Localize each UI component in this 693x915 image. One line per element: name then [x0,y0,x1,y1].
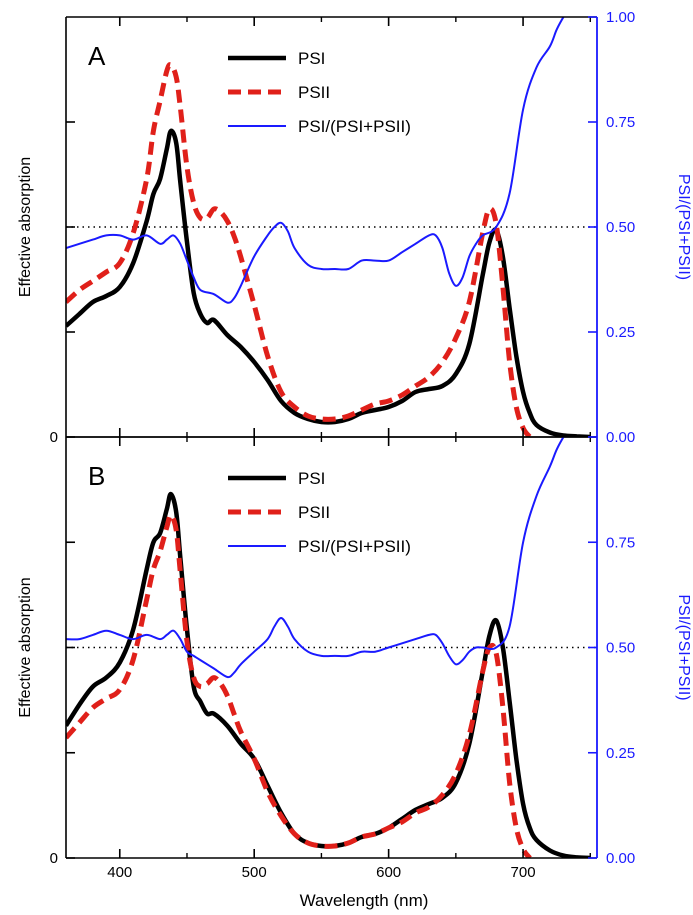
right-tick-label: 0.50 [606,219,635,236]
x-tick-label: 600 [376,864,401,881]
panel-label: B [88,461,105,491]
panel-label: A [88,41,106,71]
right-tick-label: 0.75 [606,534,635,551]
x-tick-label: 700 [511,864,536,881]
right-axis-title: PSI/(PSI+PSII) [675,174,692,280]
series-line-psii [66,512,532,858]
panel-a: 0 0.00 0.25 0.50 0.75 1.00 Effective absorptio… [17,9,692,446]
legend-label: PSI/(PSI+PSII) [298,117,411,136]
right-tick-label: 0.00 [606,850,635,867]
legend: PSI PSII PSI/(PSI+PSII) [228,49,411,136]
right-tick-label: 1.00 [606,9,635,26]
right-tick-label: 0.25 [606,745,635,762]
series-line-psi [66,128,591,437]
legend-label: PSI [298,469,325,488]
series-group [66,17,591,437]
series-line-ratio [66,17,565,304]
x-axis-title: Wavelength (nm) [300,891,429,910]
right-tick-label: 0.25 [606,324,635,341]
panel-b: 400 500 600 700 0 0.00 0.25 0.50 0.75 Effective a… [17,436,692,881]
left-axis-title: Effective absorption [17,157,34,297]
x-tick-label: 500 [242,864,267,881]
legend-label: PSI/(PSI+PSII) [298,537,411,556]
x-tick-label: 400 [107,864,132,881]
legend-label: PSII [298,83,330,102]
left-axis-title: Effective absorption [17,577,34,717]
series-line-psii [66,62,532,437]
left-tick-label: 0 [50,429,58,446]
right-tick-label: 0.00 [606,429,635,446]
legend-label: PSII [298,503,330,522]
legend-label: PSI [298,49,325,68]
series-group [66,437,591,858]
right-tick-label: 0.50 [606,640,635,657]
right-tick-label: 0.75 [606,114,635,131]
series-line-ratio [66,437,565,679]
legend: PSI PSII PSI/(PSI+PSII) [228,469,411,556]
left-tick-label: 0 [50,850,58,867]
right-axis-title: PSI/(PSI+PSII) [675,594,692,700]
panels: 0 0.00 0.25 0.50 0.75 1.00 Effective absorptio… [17,9,692,881]
